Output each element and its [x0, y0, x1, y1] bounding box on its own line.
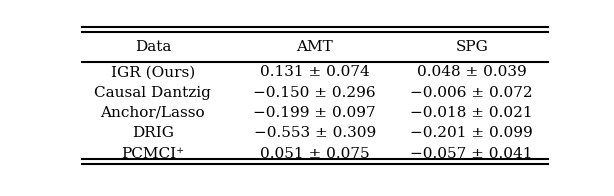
- Text: −0.199 ± 0.097: −0.199 ± 0.097: [254, 106, 376, 120]
- Text: IGR (Ours): IGR (Ours): [111, 65, 195, 79]
- Text: Data: Data: [134, 40, 171, 54]
- Text: −0.150 ± 0.296: −0.150 ± 0.296: [254, 86, 376, 100]
- Text: −0.057 ± 0.041: −0.057 ± 0.041: [410, 147, 533, 161]
- Text: 0.131 ± 0.074: 0.131 ± 0.074: [260, 65, 370, 79]
- Text: −0.006 ± 0.072: −0.006 ± 0.072: [410, 86, 533, 100]
- Text: −0.018 ± 0.021: −0.018 ± 0.021: [410, 106, 533, 120]
- Text: 0.048 ± 0.039: 0.048 ± 0.039: [417, 65, 527, 79]
- Text: SPG: SPG: [455, 40, 488, 54]
- Text: Anchor/Lasso: Anchor/Lasso: [101, 106, 205, 120]
- Text: Causal Dantzig: Causal Dantzig: [95, 86, 211, 100]
- Text: AMT: AMT: [297, 40, 333, 54]
- Text: −0.201 ± 0.099: −0.201 ± 0.099: [410, 126, 533, 140]
- Text: 0.051 ± 0.075: 0.051 ± 0.075: [260, 147, 370, 161]
- Text: PCMCI⁺: PCMCI⁺: [122, 147, 184, 161]
- Text: DRIG: DRIG: [132, 126, 174, 140]
- Text: −0.553 ± 0.309: −0.553 ± 0.309: [254, 126, 376, 140]
